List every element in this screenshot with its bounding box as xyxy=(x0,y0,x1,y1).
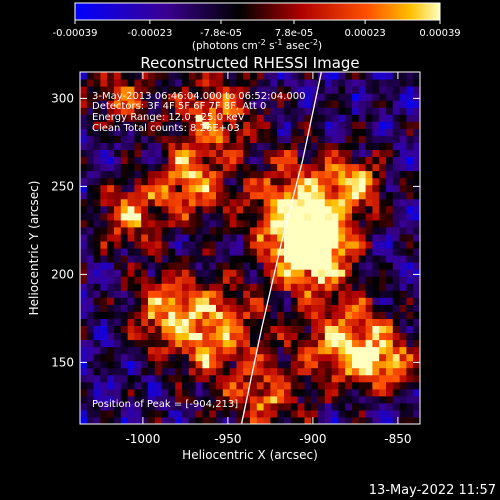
colorbar-ticks: -0.00039 -0.00023 -7.8e-05 7.8e-05 0.00023 0.… xyxy=(53,20,461,39)
x-axis: -1000 -950 -900 -850 xyxy=(125,72,412,446)
colorbar-tick-label: -7.8e-05 xyxy=(200,28,242,39)
y-axis-label: Heliocentric Y (arcsec) xyxy=(27,181,41,316)
chart-title: Reconstructed RHESSI Image xyxy=(140,54,359,72)
x-tick-label: -900 xyxy=(299,432,326,446)
annotation-peak: Position of Peak = [-904,213] xyxy=(92,399,238,410)
y-tick-label: 300 xyxy=(51,91,74,105)
colorbar-units: (photons cm-2 s-1 asec-2) xyxy=(192,38,322,52)
colorbar-tick-label: -0.00023 xyxy=(127,28,172,39)
colorbar xyxy=(74,2,441,21)
y-tick-label: 250 xyxy=(51,179,74,193)
colorbar-tick-label: 0.00023 xyxy=(344,28,385,39)
plot-frame xyxy=(79,71,421,425)
y-axis: 150 200 250 300 xyxy=(51,91,420,369)
x-tick-label: -1000 xyxy=(125,432,160,446)
x-tick-label: -850 xyxy=(384,432,411,446)
annotation-time: 3-May-2013 06:46:04.000 to 06:52:04.000 xyxy=(92,91,305,102)
x-tick-label: -950 xyxy=(214,432,241,446)
annotation-clean: Clean Total counts: 8.26E+03 xyxy=(92,123,240,134)
x-axis-label: Heliocentric X (arcsec) xyxy=(182,448,318,462)
colorbar-tick-label: -0.00039 xyxy=(53,28,98,39)
annotation-energy: Energy Range: 12.0 - 25.0 keV xyxy=(92,112,245,123)
y-tick-label: 150 xyxy=(51,355,74,369)
solar-limb-line xyxy=(240,72,323,424)
footer-timestamp: 13-May-2022 11:57 xyxy=(369,483,496,498)
colorbar-tick-label: 0.00039 xyxy=(419,28,460,39)
y-tick-label: 200 xyxy=(51,267,74,281)
colorbar-tick-label: 7.8e-05 xyxy=(275,28,313,39)
annotation-detectors: Detectors: 3F 4F 5F 6F 7F 8F, Att 0 xyxy=(92,101,266,112)
heatmap-image xyxy=(80,72,420,424)
